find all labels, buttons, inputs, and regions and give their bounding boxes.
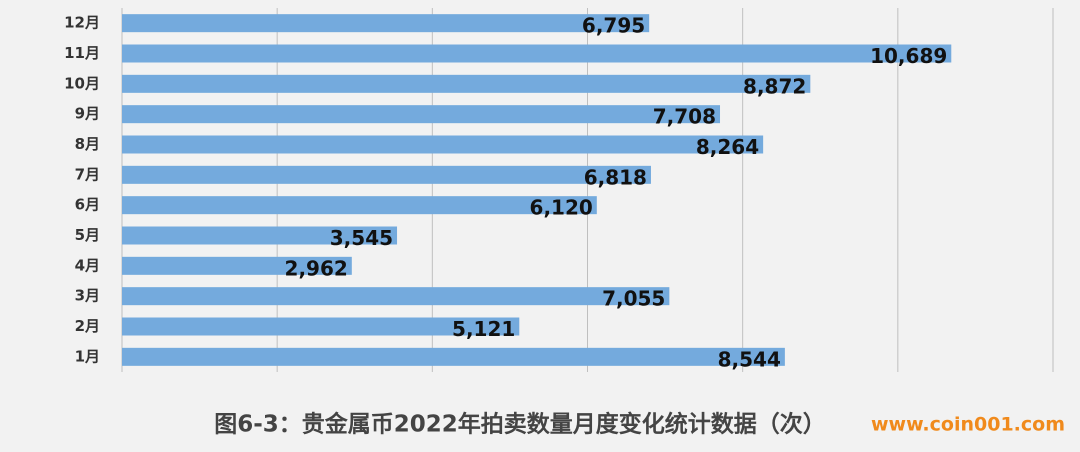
value-label: 2,962 bbox=[285, 256, 348, 280]
bar bbox=[122, 317, 520, 336]
y-tick-label: 7月 bbox=[75, 165, 100, 183]
bar bbox=[122, 165, 651, 184]
value-label: 3,545 bbox=[330, 226, 393, 250]
y-tick-label: 1月 bbox=[75, 347, 100, 365]
watermark: www.coin001.com bbox=[871, 414, 1065, 436]
y-tick-label: 3月 bbox=[75, 287, 100, 305]
y-tick-label: 5月 bbox=[75, 226, 100, 244]
caption: 图6-3：贵金属币2022年拍卖数量月度变化统计数据（次） bbox=[214, 411, 826, 438]
y-tick-label: 4月 bbox=[75, 256, 100, 274]
bar bbox=[122, 135, 764, 154]
value-label: 7,708 bbox=[653, 105, 716, 129]
bar bbox=[122, 44, 952, 63]
y-tick-label: 8月 bbox=[75, 135, 100, 153]
bar bbox=[122, 196, 597, 215]
value-label: 7,055 bbox=[602, 287, 665, 311]
y-tick-label: 2月 bbox=[75, 317, 100, 335]
value-label: 8,872 bbox=[743, 74, 806, 98]
bar bbox=[122, 14, 650, 33]
value-label: 8,264 bbox=[696, 135, 759, 159]
bar bbox=[122, 105, 721, 124]
bar bbox=[122, 256, 352, 275]
value-label: 8,544 bbox=[718, 347, 781, 371]
bar bbox=[122, 74, 811, 93]
y-tick-label: 11月 bbox=[64, 44, 100, 62]
bar bbox=[122, 347, 785, 366]
value-label: 6,795 bbox=[582, 14, 645, 38]
value-label: 6,120 bbox=[530, 196, 593, 220]
y-tick-label: 6月 bbox=[75, 196, 100, 214]
value-label: 5,121 bbox=[452, 317, 515, 341]
bar bbox=[122, 287, 670, 306]
y-tick-label: 10月 bbox=[64, 74, 100, 92]
y-tick-label: 12月 bbox=[64, 14, 100, 32]
y-tick-label: 9月 bbox=[75, 105, 100, 123]
value-label: 6,818 bbox=[584, 165, 647, 189]
value-label: 10,689 bbox=[870, 44, 947, 68]
bar bbox=[122, 226, 398, 245]
